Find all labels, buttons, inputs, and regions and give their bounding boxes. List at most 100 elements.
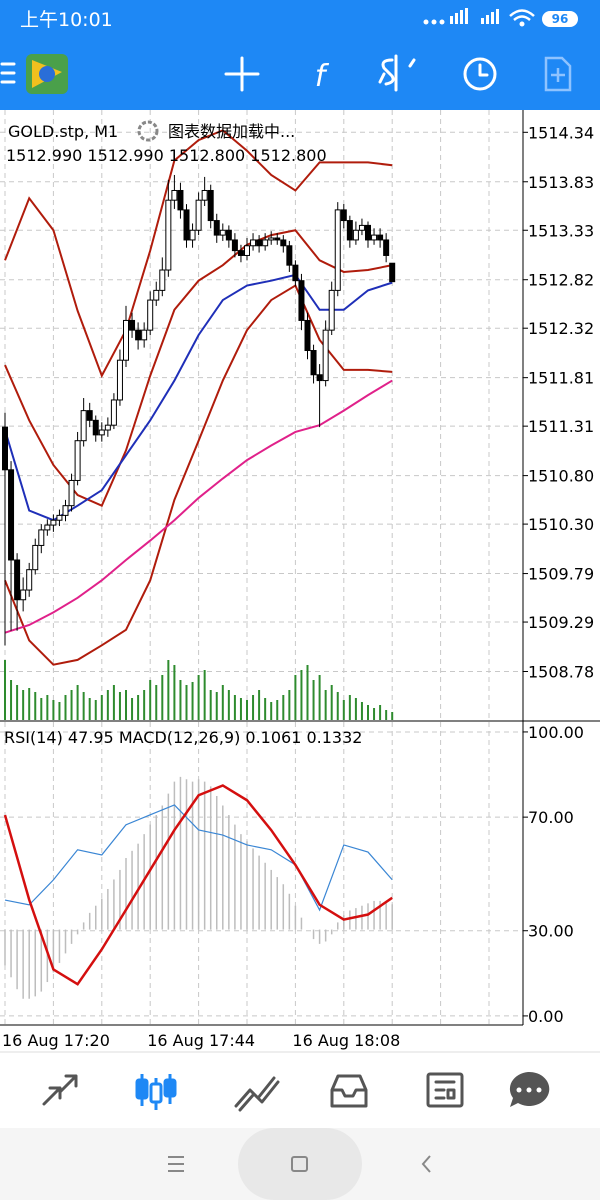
candle-body xyxy=(195,199,202,231)
candle-body xyxy=(74,440,81,481)
y-tick-label: 70.00 xyxy=(528,808,574,827)
loading-status: 图表数据加载中... xyxy=(168,122,295,141)
candle-body xyxy=(365,224,371,241)
status-icons xyxy=(423,8,578,27)
candle-body xyxy=(86,410,93,421)
candle-body xyxy=(62,505,69,516)
candle-body xyxy=(231,239,238,252)
menu-button[interactable] xyxy=(0,62,16,84)
candle-body xyxy=(32,544,39,571)
trade-tab[interactable] xyxy=(234,1076,280,1112)
candle-body xyxy=(68,479,75,507)
y-tick-label: 1511.81 xyxy=(528,369,594,388)
symbol-label: GOLD.stp, M1 xyxy=(8,122,118,141)
candle-body xyxy=(116,359,123,401)
news-tab[interactable] xyxy=(426,1072,464,1108)
candle-body xyxy=(80,410,87,442)
x-tick-label: 16 Aug 18:08 xyxy=(292,1031,400,1050)
candle-body xyxy=(322,329,329,382)
candle-body xyxy=(98,429,105,436)
candle-body xyxy=(268,237,275,241)
x-tick-label: 16 Aug 17:20 xyxy=(2,1031,110,1050)
candle-body xyxy=(110,399,117,426)
candle-body xyxy=(104,424,111,431)
candle-body xyxy=(310,350,317,376)
candle-body xyxy=(352,229,359,241)
candle-body xyxy=(129,319,136,331)
home-key[interactable] xyxy=(238,1128,362,1200)
trade-button[interactable] xyxy=(378,54,416,92)
indicator-line xyxy=(4,129,393,379)
y-tick-label: 1510.30 xyxy=(528,515,594,534)
chat-tab[interactable] xyxy=(509,1071,550,1107)
candle-body xyxy=(165,199,172,271)
candle-body xyxy=(389,262,396,283)
candle-body xyxy=(20,589,27,601)
candle-body xyxy=(56,514,63,521)
candle-body xyxy=(298,280,305,321)
candle-body xyxy=(340,209,347,222)
y-tick-label: 30.00 xyxy=(528,922,574,941)
candle-body xyxy=(383,239,390,256)
loading-spinner xyxy=(137,120,159,142)
candle-body xyxy=(123,319,129,361)
top-bar xyxy=(0,0,600,110)
candle-body xyxy=(219,229,226,236)
back-key[interactable] xyxy=(421,1155,431,1173)
macd-signal-line xyxy=(3,784,393,986)
battery-level: 96 xyxy=(552,12,569,26)
rsi-line xyxy=(4,804,393,912)
app-logo[interactable] xyxy=(26,54,68,94)
period-button[interactable] xyxy=(463,57,497,91)
candle-body xyxy=(346,220,353,241)
ohlc-readout: 1512.990 1512.990 1512.800 1512.800 xyxy=(6,146,327,165)
candle-body xyxy=(304,319,311,352)
candle-body xyxy=(250,239,257,247)
candle-body xyxy=(147,299,154,331)
candle-body xyxy=(26,569,33,591)
candle-body xyxy=(371,234,378,241)
crosshair-button[interactable] xyxy=(224,56,260,92)
menu-key[interactable] xyxy=(168,1156,184,1172)
candle-body xyxy=(358,224,365,231)
indicator-readout: RSI(14) 47.95 MACD(12,26,9) 0.1061 0.133… xyxy=(4,728,362,747)
candle-body xyxy=(237,250,244,256)
chart: 1514.34 1513.83 1513.33 1512.82 1512.32 1511.… xyxy=(0,110,594,1050)
y-tick-label: 1508.78 xyxy=(528,663,594,682)
y-tick-label: 1513.83 xyxy=(528,173,594,192)
candle-body xyxy=(14,559,21,601)
new-chart-button[interactable] xyxy=(544,56,572,92)
candle-body xyxy=(225,229,232,241)
indicator-line xyxy=(4,379,393,634)
candle-body xyxy=(171,189,178,201)
candle-body xyxy=(2,426,8,471)
candle-body xyxy=(141,329,148,341)
candle-body xyxy=(189,229,196,241)
candle-body xyxy=(292,264,299,282)
candle-body xyxy=(286,245,293,266)
candle-body xyxy=(377,234,384,241)
candle-body xyxy=(92,419,99,436)
candle-body xyxy=(183,209,190,241)
candle-body xyxy=(334,209,341,291)
candle-body xyxy=(38,529,45,546)
chart-tab[interactable] xyxy=(135,1074,177,1110)
y-tick-label: 1511.31 xyxy=(528,417,594,436)
candle-body xyxy=(256,239,263,247)
y-tick-label: 1514.34 xyxy=(528,123,594,142)
y-tick-label: 1510.80 xyxy=(528,467,594,486)
candle-body xyxy=(207,189,214,222)
indicator-line xyxy=(4,273,393,522)
bottom-nav xyxy=(0,1052,600,1128)
candle-body xyxy=(213,220,220,236)
candle-body xyxy=(201,189,208,201)
candle-body xyxy=(50,519,57,526)
candle-body xyxy=(244,245,250,256)
y-tick-label: 0.00 xyxy=(528,1007,564,1026)
history-tab[interactable] xyxy=(330,1074,368,1108)
quotes-tab[interactable] xyxy=(42,1074,78,1106)
candle-body xyxy=(262,239,269,247)
x-tick-label: 16 Aug 17:44 xyxy=(147,1031,255,1050)
